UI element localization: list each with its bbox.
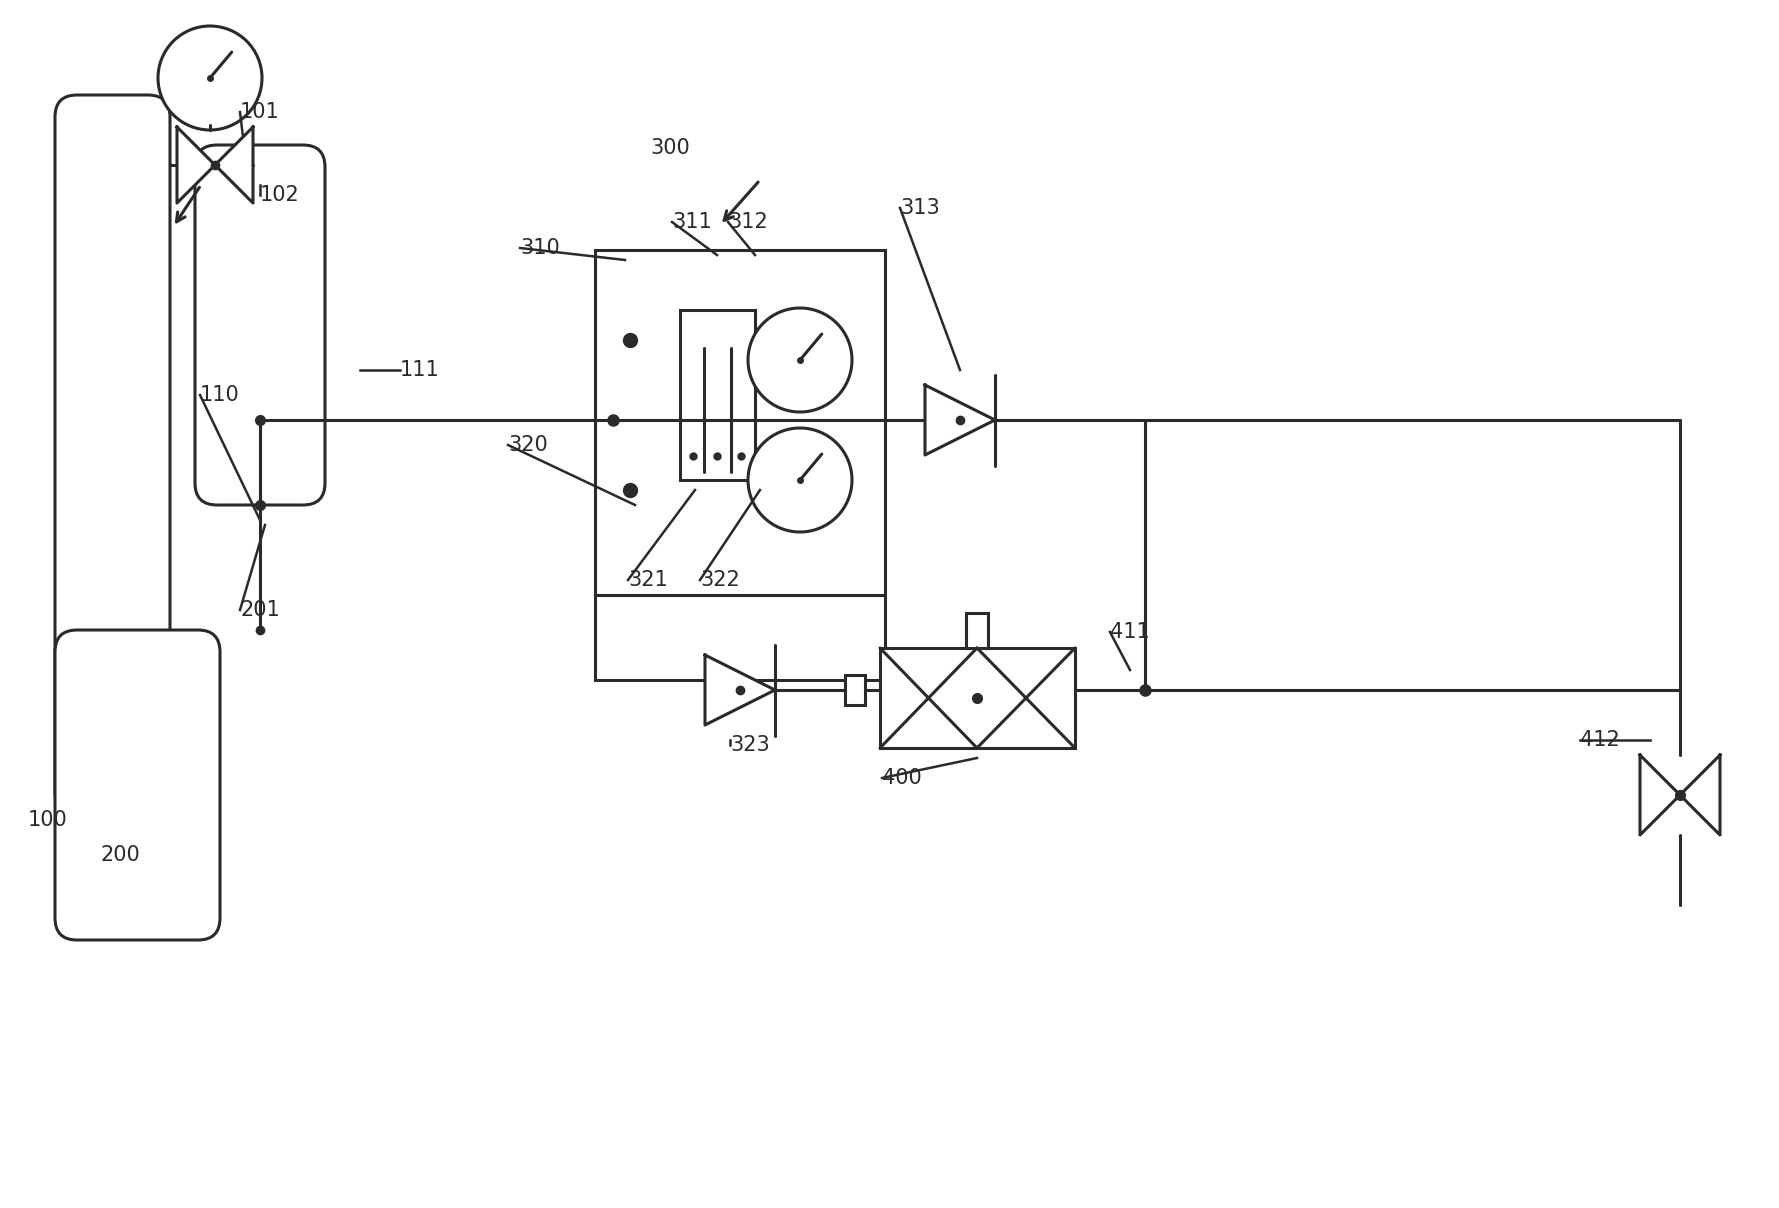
Bar xyxy=(966,612,987,647)
Polygon shape xyxy=(215,127,253,203)
Circle shape xyxy=(747,428,852,532)
Text: 200: 200 xyxy=(100,846,141,865)
Polygon shape xyxy=(1679,755,1720,835)
FancyBboxPatch shape xyxy=(55,95,171,815)
Text: 111: 111 xyxy=(400,360,439,381)
Text: 110: 110 xyxy=(199,385,240,405)
Text: 313: 313 xyxy=(900,198,939,217)
Circle shape xyxy=(747,308,852,412)
Text: 320: 320 xyxy=(509,435,548,455)
Text: 412: 412 xyxy=(1580,730,1619,750)
Polygon shape xyxy=(176,127,215,203)
Bar xyxy=(680,310,754,480)
Polygon shape xyxy=(1640,755,1679,835)
Text: 400: 400 xyxy=(882,768,922,788)
Text: 322: 322 xyxy=(699,570,740,590)
Text: 411: 411 xyxy=(1110,622,1149,641)
Text: 321: 321 xyxy=(628,570,667,590)
FancyBboxPatch shape xyxy=(55,631,221,940)
Text: 102: 102 xyxy=(260,185,299,205)
FancyBboxPatch shape xyxy=(196,145,326,505)
Circle shape xyxy=(158,27,262,130)
Polygon shape xyxy=(704,655,776,725)
Bar xyxy=(845,675,865,705)
Bar xyxy=(594,250,884,680)
Text: 323: 323 xyxy=(729,734,770,755)
Bar xyxy=(881,647,1075,748)
Text: 201: 201 xyxy=(240,600,279,620)
Text: 312: 312 xyxy=(728,211,769,232)
Text: 311: 311 xyxy=(672,211,712,232)
Text: 310: 310 xyxy=(519,238,560,259)
Text: 300: 300 xyxy=(649,138,690,158)
Text: 100: 100 xyxy=(28,811,68,830)
Text: 101: 101 xyxy=(240,101,279,122)
Polygon shape xyxy=(925,385,994,455)
